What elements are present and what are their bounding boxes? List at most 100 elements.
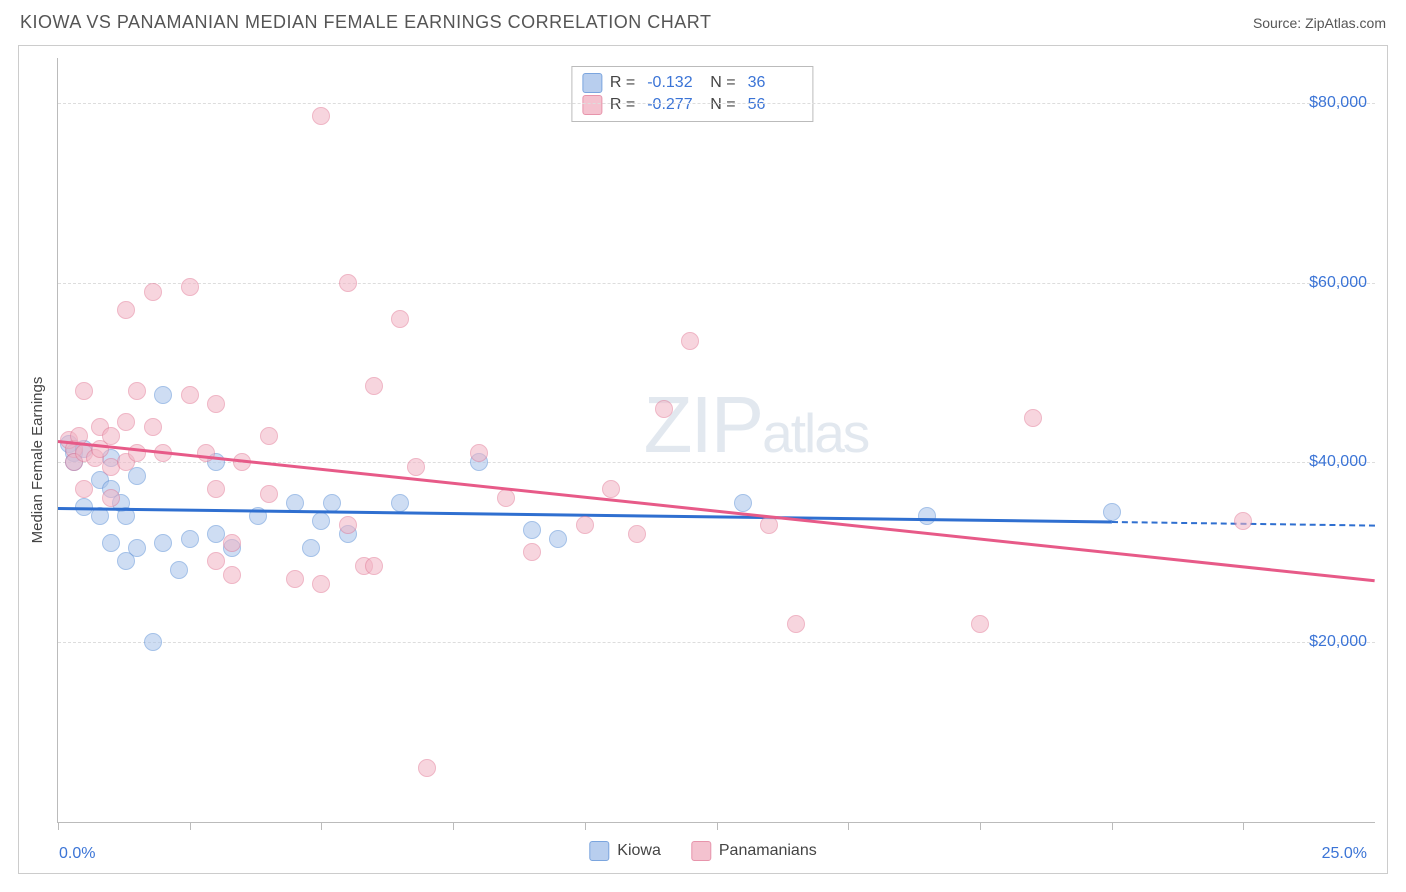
gridline-h <box>58 642 1375 643</box>
data-point <box>197 444 215 462</box>
data-point <box>302 539 320 557</box>
data-point <box>207 480 225 498</box>
x-tick <box>190 822 191 830</box>
stat-swatch <box>582 95 602 115</box>
data-point <box>628 525 646 543</box>
stat-r-value: -0.132 <box>647 74 702 92</box>
data-point <box>323 494 341 512</box>
data-point <box>523 521 541 539</box>
x-tick <box>980 822 981 830</box>
data-point <box>407 458 425 476</box>
data-point <box>260 427 278 445</box>
data-point <box>312 512 330 530</box>
x-tick <box>717 822 718 830</box>
data-point <box>1103 503 1121 521</box>
y-tick-label: $40,000 <box>1309 453 1367 471</box>
gridline-h <box>58 283 1375 284</box>
data-point <box>207 395 225 413</box>
legend-item-panamanians: Panamanians <box>691 841 817 861</box>
data-point <box>470 444 488 462</box>
data-point <box>181 386 199 404</box>
header: KIOWA VS PANAMANIAN MEDIAN FEMALE EARNIN… <box>0 0 1406 41</box>
x-tick <box>58 822 59 830</box>
data-point <box>102 534 120 552</box>
data-point <box>181 530 199 548</box>
legend: Kiowa Panamanians <box>589 841 816 861</box>
data-point <box>144 418 162 436</box>
stat-row: R = -0.277 N = 56 <box>582 95 803 115</box>
data-point <box>144 633 162 651</box>
y-axis-title: Median Female Earnings <box>29 376 46 543</box>
data-point <box>602 480 620 498</box>
legend-label-panamanians: Panamanians <box>719 842 817 860</box>
data-point <box>418 759 436 777</box>
chart-frame: Median Female Earnings ZIPatlas R = -0.1… <box>18 45 1388 874</box>
data-point <box>1024 409 1042 427</box>
data-point <box>102 427 120 445</box>
data-point <box>734 494 752 512</box>
data-point <box>918 507 936 525</box>
stat-r-value: -0.277 <box>647 96 702 114</box>
data-point <box>181 278 199 296</box>
stat-n-value: 36 <box>748 74 803 92</box>
x-axis-min-label: 0.0% <box>59 845 95 863</box>
x-tick <box>1112 822 1113 830</box>
source-label: Source: ZipAtlas.com <box>1253 15 1386 31</box>
data-point <box>523 543 541 561</box>
data-point <box>681 332 699 350</box>
stat-swatch <box>582 73 602 93</box>
data-point <box>207 552 225 570</box>
y-tick-label: $80,000 <box>1309 94 1367 112</box>
x-tick <box>585 822 586 830</box>
data-point <box>576 516 594 534</box>
x-tick <box>453 822 454 830</box>
gridline-h <box>58 103 1375 104</box>
y-tick-label: $60,000 <box>1309 274 1367 292</box>
data-point <box>154 534 172 552</box>
data-point <box>339 516 357 534</box>
y-tick-label: $20,000 <box>1309 633 1367 651</box>
stat-row: R = -0.132 N = 36 <box>582 73 803 93</box>
data-point <box>102 489 120 507</box>
stat-n-label: N = <box>710 96 735 114</box>
data-point <box>154 386 172 404</box>
data-point <box>286 570 304 588</box>
data-point <box>128 539 146 557</box>
data-point <box>128 382 146 400</box>
x-axis-max-label: 25.0% <box>1322 845 1367 863</box>
legend-swatch-panamanians <box>691 841 711 861</box>
data-point <box>144 283 162 301</box>
stat-r-label: R = <box>610 74 635 92</box>
x-tick <box>848 822 849 830</box>
plot-area: ZIPatlas R = -0.132 N = 36 R = -0.277 N = 5… <box>57 58 1375 823</box>
x-tick <box>321 822 322 830</box>
data-point <box>1234 512 1252 530</box>
correlation-stats-box: R = -0.132 N = 36 R = -0.277 N = 56 <box>571 66 814 122</box>
chart-title: KIOWA VS PANAMANIAN MEDIAN FEMALE EARNIN… <box>20 12 711 33</box>
data-point <box>787 615 805 633</box>
data-point <box>391 310 409 328</box>
legend-label-kiowa: Kiowa <box>617 842 661 860</box>
data-point <box>391 494 409 512</box>
data-point <box>75 480 93 498</box>
watermark: ZIPatlas <box>644 379 869 471</box>
stat-n-label: N = <box>710 74 735 92</box>
data-point <box>760 516 778 534</box>
data-point <box>655 400 673 418</box>
legend-swatch-kiowa <box>589 841 609 861</box>
data-point <box>117 413 135 431</box>
data-point <box>117 301 135 319</box>
legend-item-kiowa: Kiowa <box>589 841 661 861</box>
data-point <box>170 561 188 579</box>
data-point <box>223 566 241 584</box>
data-point <box>549 530 567 548</box>
data-point <box>971 615 989 633</box>
data-point <box>312 575 330 593</box>
stat-n-value: 56 <box>748 96 803 114</box>
data-point <box>497 489 515 507</box>
data-point <box>223 534 241 552</box>
data-point <box>365 377 383 395</box>
stat-r-label: R = <box>610 96 635 114</box>
data-point <box>260 485 278 503</box>
data-point <box>75 382 93 400</box>
